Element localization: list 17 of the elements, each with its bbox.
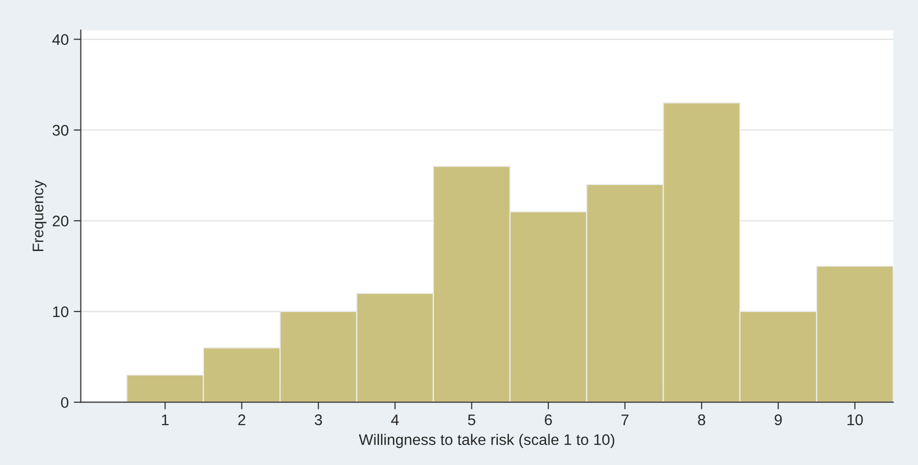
x-axis-title: Willingness to take risk (scale 1 to 10)	[358, 434, 614, 448]
y-axis-title: Frequency	[32, 180, 46, 252]
x-tick-label: 4	[391, 414, 399, 426]
x-tick-label: 6	[544, 414, 552, 426]
x-tick-label: 9	[774, 414, 782, 426]
y-tick-label: 30	[52, 124, 68, 136]
x-tick-label: 2	[238, 414, 246, 426]
x-tick-label: 3	[314, 414, 322, 426]
y-tick-label: 10	[53, 306, 68, 318]
x-tick-label: 8	[698, 414, 706, 426]
y-tick-label: 40	[52, 34, 68, 45]
y-tick-label: 0	[61, 397, 68, 408]
x-tick-label: 1	[162, 414, 169, 426]
x-tick-label: 7	[621, 414, 628, 426]
x-tick-label: 10	[848, 414, 863, 426]
x-tick-label: 5	[468, 414, 476, 426]
y-tick-label: 20	[52, 216, 68, 226]
